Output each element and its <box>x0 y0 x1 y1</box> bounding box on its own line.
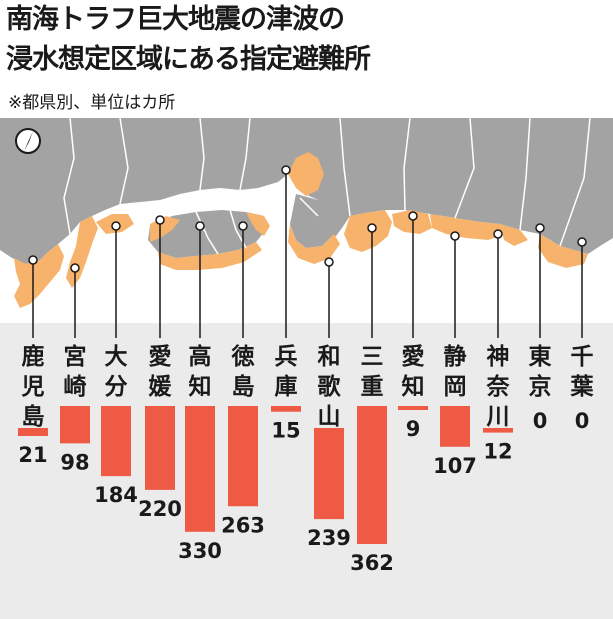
value-label: 107 <box>433 454 477 478</box>
prefecture-label: 大分 <box>105 344 128 400</box>
value-label: 0 <box>575 409 590 433</box>
bar <box>60 406 90 444</box>
compass-circle <box>15 128 41 154</box>
leader-dot <box>238 221 248 231</box>
leader-dot <box>535 223 545 233</box>
value-label: 0 <box>533 409 548 433</box>
inundation-aichi <box>392 210 432 234</box>
inundation-kochi <box>158 242 262 270</box>
prefecture-label: 鹿児島 <box>21 343 45 430</box>
value-label: 239 <box>307 526 351 550</box>
inundation-mie <box>344 210 392 252</box>
value-label: 9 <box>406 417 421 441</box>
chart-title-line1: 南海トラフ巨大地震の津波の <box>6 4 345 35</box>
inundation-tokushima <box>246 212 270 236</box>
map-panel: 鹿児島 宮崎 大分 愛媛 高知 徳島 兵庫 和歌山 三重 愛知 静岡 神奈川 東京 千葉 21 98 184 2… <box>0 118 613 619</box>
leader-dot <box>367 223 377 233</box>
leader-dot <box>195 221 205 231</box>
bar <box>101 406 131 477</box>
prefecture-label: 愛知 <box>402 344 425 400</box>
leader-dot <box>450 231 460 241</box>
bar <box>145 406 175 490</box>
prefecture-label: 三重 <box>361 344 384 400</box>
prefecture-label: 神奈川 <box>486 343 511 430</box>
value-label: 98 <box>60 450 89 474</box>
bar <box>398 406 428 410</box>
prefecture-label: 千葉 <box>570 344 595 400</box>
value-label: 12 <box>483 440 512 464</box>
leader-dot <box>70 263 80 273</box>
north-arrow-icon <box>24 131 33 151</box>
leader-lines <box>28 165 587 338</box>
japan-map <box>0 118 613 308</box>
inundation-chiba <box>538 234 588 268</box>
prefecture-label: 和歌山 <box>318 344 342 430</box>
bar <box>483 428 513 433</box>
prefecture-label: 高知 <box>189 343 212 400</box>
value-label: 362 <box>350 551 394 575</box>
inundation-kyushu <box>14 244 64 308</box>
land-kii-peninsula <box>290 194 334 248</box>
inundation-shizuoka <box>430 214 506 240</box>
prefecture-label: 徳島 <box>231 343 255 400</box>
inundation-wakayama <box>288 224 340 264</box>
value-label: 15 <box>271 419 300 443</box>
bar <box>18 428 48 437</box>
prefecture-borders <box>63 118 591 255</box>
leader-dot <box>324 257 334 267</box>
prefecture-label: 宮崎 <box>64 343 87 400</box>
bar <box>357 406 387 544</box>
value-label: 330 <box>178 539 222 563</box>
prefecture-label: 兵庫 <box>275 344 298 400</box>
value-label: 21 <box>18 443 47 467</box>
inundation-kanagawa <box>500 224 528 246</box>
bars <box>18 406 513 544</box>
prefecture-label: 静岡 <box>444 343 467 400</box>
leader-dot <box>28 255 38 265</box>
leader-dot <box>577 237 587 247</box>
prefecture-label: 愛媛 <box>149 344 173 400</box>
bar <box>440 406 470 447</box>
unit-note: ※都県別、単位はカ所 <box>8 93 176 113</box>
inundation-hyogo <box>288 152 324 196</box>
value-label: 263 <box>221 513 265 537</box>
bar <box>228 406 258 507</box>
prefecture-label: 東京 <box>529 344 552 400</box>
bar <box>271 406 301 412</box>
bar <box>185 406 215 532</box>
chart-title-line2: 浸水想定区域にある指定避難所 <box>6 44 371 75</box>
leader-dot <box>408 211 418 221</box>
bar <box>314 428 344 520</box>
leader-dot <box>281 165 291 175</box>
value-label: 220 <box>138 497 182 521</box>
leader-dot <box>155 215 165 225</box>
leader-dot <box>493 229 503 239</box>
chart-panel <box>0 323 613 619</box>
leader-dot <box>111 221 121 231</box>
value-label: 184 <box>94 483 138 507</box>
